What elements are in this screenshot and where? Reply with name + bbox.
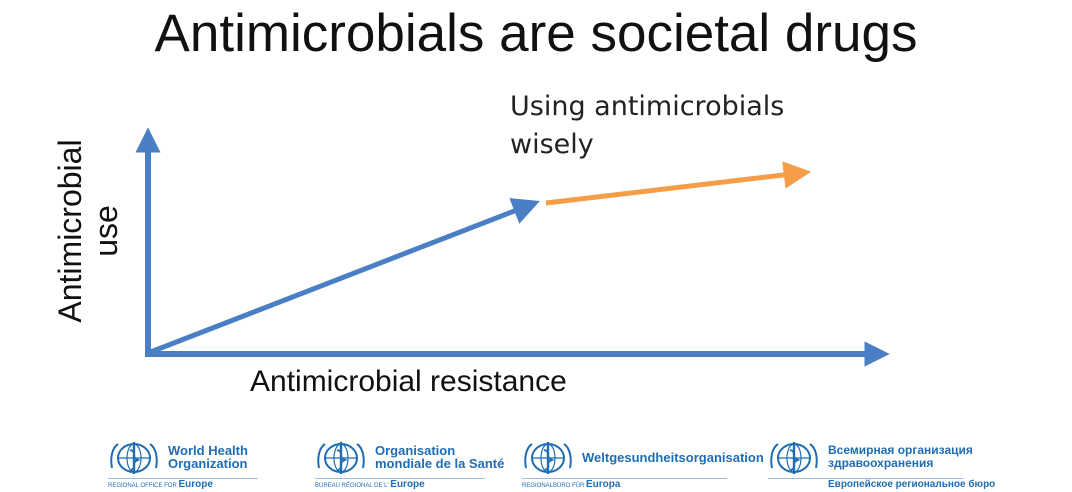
slide-title: Antimicrobials are societal drugs	[154, 4, 918, 63]
org-name-line-1: Weltgesundheitsorganisation	[582, 450, 764, 465]
region-label: BUREAU RÉGIONAL DE L' Europe	[315, 479, 425, 492]
org-name: Weltgesundheitsorganisation	[582, 451, 764, 464]
region-prefix: REGIONALBÜRO FÜR	[522, 483, 585, 489]
logo-who-french: Organisation mondiale de la Santé BUREAU…	[315, 436, 504, 492]
org-name-line-2: mondiale de la Santé	[375, 456, 505, 471]
annotation-text: Using antimicrobials wisely	[510, 88, 784, 164]
annotation-line-1: Using antimicrobials	[510, 91, 785, 122]
logo-divider	[108, 478, 258, 479]
logo-who-english: World Health Organization REGIONAL OFFIC…	[108, 436, 258, 492]
x-axis-label: Antimicrobial resistance	[250, 365, 567, 398]
org-name: Organisation mondiale de la Santé	[375, 444, 504, 470]
logo-who-russian: Всемирная организация здравоохранения Ев…	[768, 436, 995, 492]
logo-who-german: Weltgesundheitsorganisation REGIONALBÜRO…	[522, 436, 764, 492]
region-label: REGIONAL OFFICE FOR Europe	[108, 479, 213, 492]
org-name: World Health Organization	[168, 444, 248, 470]
region-label: Европейское региональное бюро	[828, 479, 995, 492]
region-name: Europe	[178, 479, 213, 490]
y-axis-label-line-2: use	[88, 205, 124, 257]
logo-divider	[768, 478, 963, 479]
region-name: Europe	[390, 479, 425, 490]
logo-bar: World Health Organization REGIONAL OFFIC…	[0, 436, 1072, 492]
logo-divider	[522, 478, 727, 479]
region-label: REGIONALBÜRO FÜR Europa	[522, 479, 620, 492]
region-prefix: REGIONAL OFFICE FOR	[108, 483, 177, 489]
region-name: Europa	[586, 479, 621, 490]
org-name-line-2: здравоохранения	[828, 456, 934, 470]
org-name-line-1: Organisation	[375, 443, 456, 458]
org-name: Всемирная организация здравоохранения	[828, 444, 973, 470]
logo-divider	[315, 478, 485, 479]
y-axis-label: Antimicrobial use	[52, 136, 124, 326]
diagram-canvas	[135, 127, 890, 367]
org-name-line-1: World Health	[168, 443, 248, 458]
org-name-line-1: Всемирная организация	[828, 443, 973, 457]
region-name: Европейское региональное бюро	[828, 479, 996, 490]
who-emblem-icon	[317, 442, 365, 474]
growth-arrow	[147, 198, 540, 356]
annotation-line-2: wisely	[510, 129, 594, 160]
org-name-line-2: Organization	[168, 456, 248, 471]
who-emblem-icon	[110, 442, 158, 474]
y-axis-label-line-1: Antimicrobial	[52, 139, 88, 323]
wise-use-arrow	[545, 161, 812, 206]
region-prefix: BUREAU RÉGIONAL DE L'	[315, 483, 389, 489]
who-emblem-icon	[524, 442, 572, 474]
who-emblem-icon	[770, 442, 818, 474]
